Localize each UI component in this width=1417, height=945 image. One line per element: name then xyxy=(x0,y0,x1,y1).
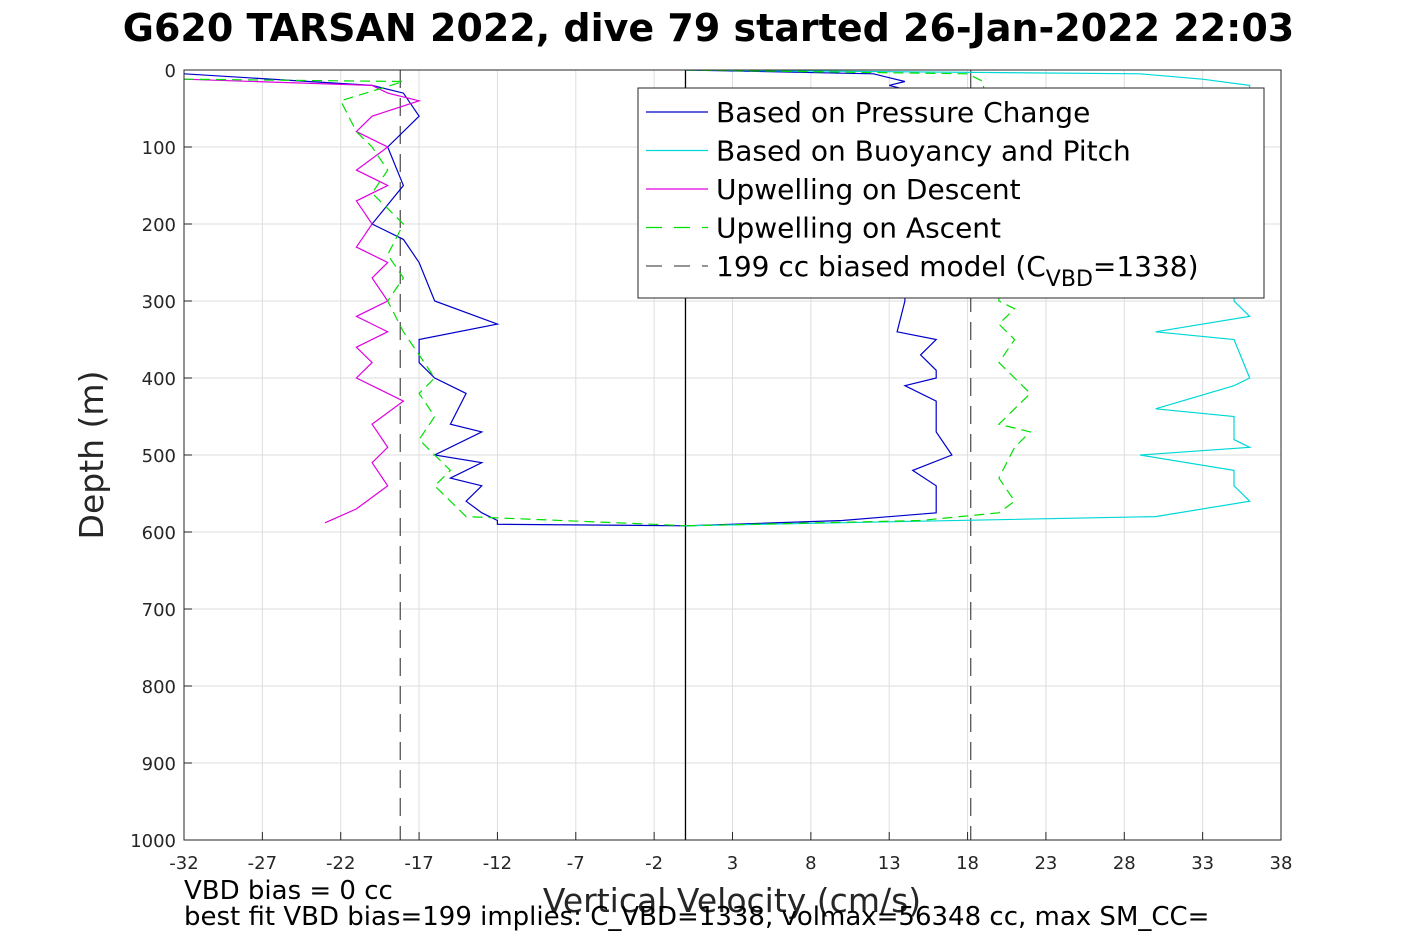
y-axis-label: Depth (m) xyxy=(72,371,111,540)
x-tick-label: -27 xyxy=(248,853,277,874)
y-axis-ticks: 0 100 200 300 400 500 600 700 800 900 1000 xyxy=(130,61,192,852)
series-line xyxy=(184,73,686,527)
y-tick-label: 100 xyxy=(142,138,176,159)
x-tick-label: 8 xyxy=(805,853,816,874)
legend: Based on Pressure Change Based on Buoyanc… xyxy=(637,87,1265,299)
x-axis-label: Vertical Velocity (cm/s) xyxy=(543,881,921,920)
x-tick-label: 28 xyxy=(1113,853,1136,874)
legend-label: Based on Pressure Change xyxy=(716,96,1090,129)
legend-box xyxy=(637,87,1265,299)
y-tick-label: 600 xyxy=(142,523,176,544)
series-line xyxy=(184,78,422,524)
legend-label: Based on Buoyancy and Pitch xyxy=(716,135,1131,168)
x-tick-label: 23 xyxy=(1034,853,1057,874)
series-line xyxy=(685,70,953,527)
y-tick-label: 900 xyxy=(142,754,176,775)
legend-label: Upwelling on Ascent xyxy=(716,212,1001,245)
chart-title: G620 TARSAN 2022, dive 79 started 26-Jan… xyxy=(122,6,1295,50)
x-tick-label: 33 xyxy=(1191,853,1214,874)
y-tick-label: 1000 xyxy=(130,831,176,852)
y-tick-label: 300 xyxy=(142,292,176,313)
x-tick-label: 3 xyxy=(727,853,738,874)
series-line xyxy=(184,78,686,527)
x-tick-label: 13 xyxy=(878,853,901,874)
x-tick-label: -22 xyxy=(326,853,355,874)
series-line xyxy=(685,70,1032,527)
y-tick-label: 800 xyxy=(142,677,176,698)
y-tick-label: 200 xyxy=(142,215,176,236)
footer-best-fit: best fit VBD bias=199 implies: C_VBD=133… xyxy=(184,902,1210,932)
x-tick-label: -32 xyxy=(169,853,198,874)
x-tick-label: -7 xyxy=(567,853,585,874)
y-tick-label: 700 xyxy=(142,600,176,621)
x-tick-label: 18 xyxy=(956,853,979,874)
y-tick-label: 0 xyxy=(165,61,176,82)
footer-bias: VBD bias = 0 cc xyxy=(184,876,393,906)
x-tick-label: -2 xyxy=(645,853,663,874)
legend-label: Upwelling on Descent xyxy=(716,173,1021,206)
x-tick-label: -17 xyxy=(404,853,433,874)
y-tick-label: 500 xyxy=(142,446,176,467)
x-tick-label: -12 xyxy=(483,853,512,874)
x-axis-ticks: -32 -27 -22 -17 -12 -7 -2 3 8 13 18 23 28 33 38 xyxy=(169,832,1292,874)
y-tick-label: 400 xyxy=(142,369,176,390)
x-tick-label: 38 xyxy=(1270,853,1293,874)
